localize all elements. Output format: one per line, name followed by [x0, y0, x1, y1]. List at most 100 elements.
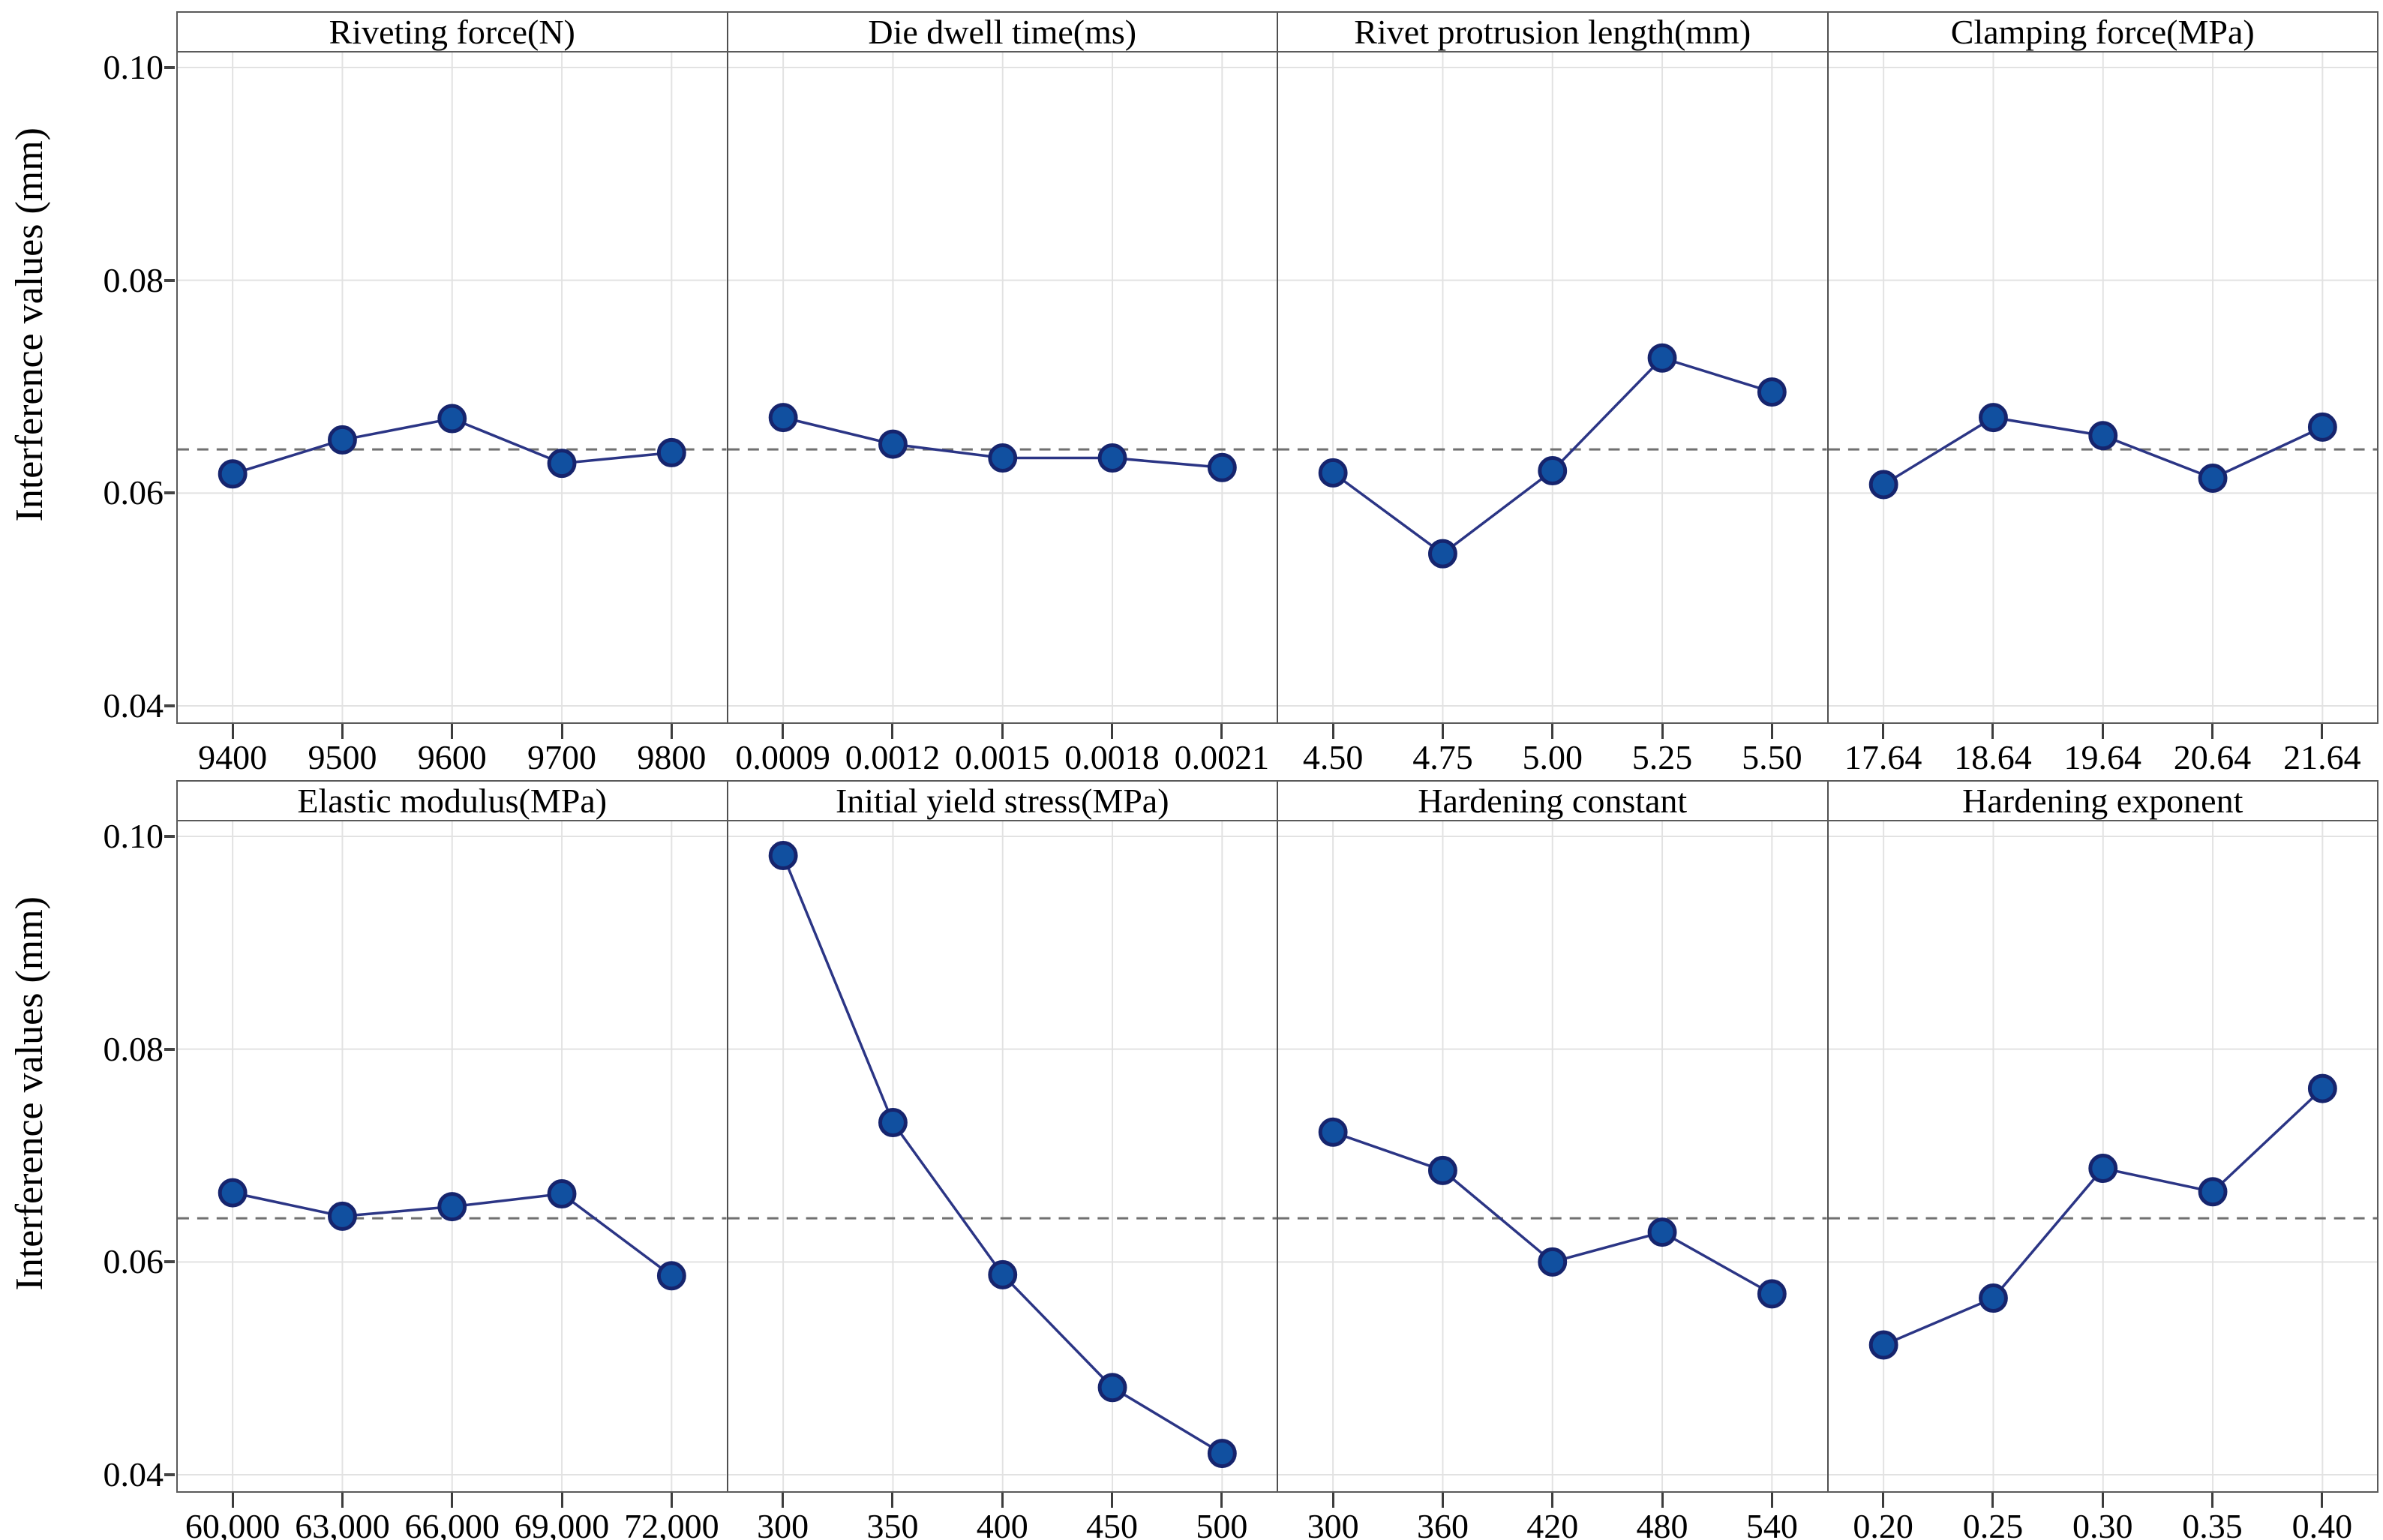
- x-tick-label: 0.40: [2291, 1507, 2353, 1540]
- panel-row-1: Riveting force(N) Die dwell time(ms) Riv…: [176, 11, 2378, 724]
- panel-title-clamping-force: Clamping force(MPa): [1828, 13, 2377, 51]
- data-point: [1428, 539, 1457, 569]
- x-tick-label: 19.64: [2063, 738, 2142, 776]
- y-tick-mark: [164, 704, 175, 707]
- y-tick-label: 0.04: [103, 1455, 164, 1493]
- data-point: [547, 449, 577, 479]
- x-tick-mark: [782, 1493, 785, 1508]
- x-tick-mark: [2101, 724, 2104, 739]
- y-tick-label: 0.08: [103, 261, 164, 299]
- x-tick-label: 9500: [308, 738, 377, 776]
- x-tick-mark: [782, 724, 785, 739]
- x-tick-label: 360: [1416, 1507, 1469, 1540]
- data-point: [437, 1192, 467, 1222]
- y-tick-mark: [164, 1473, 175, 1476]
- x-tick-mark: [1551, 1493, 1554, 1508]
- panel-riveting-force: [178, 53, 728, 722]
- data-point: [1647, 1217, 1677, 1247]
- data-point: [1207, 1439, 1237, 1469]
- x-tick-label: 9400: [198, 738, 268, 776]
- x-tick-label: 4.75: [1412, 738, 1473, 776]
- data-point: [2087, 1154, 2117, 1184]
- x-tick-mark: [1551, 724, 1554, 739]
- x-tick-label: 21.64: [2283, 738, 2361, 776]
- data-point: [2087, 421, 2117, 451]
- x-tick-mark: [341, 724, 344, 739]
- data-point: [328, 425, 357, 455]
- x-tick-mark: [2321, 1493, 2324, 1508]
- x-tick-mark: [2321, 724, 2324, 739]
- data-point: [437, 404, 467, 434]
- x-tick-label: 0.0009: [735, 738, 830, 776]
- y-tick-label: 0.10: [103, 48, 164, 86]
- x-tick-label: 60,000: [185, 1507, 281, 1540]
- x-tick-mark: [1770, 1493, 1773, 1508]
- x-tick-label: 0.25: [1962, 1507, 2024, 1540]
- x-tick-label: 18.64: [1954, 738, 2032, 776]
- x-tick-mark: [1991, 724, 1994, 739]
- x-tick-mark: [1111, 724, 1114, 739]
- x-tick-mark: [1882, 724, 1885, 739]
- y-axis-title-row1: Interference values (mm): [8, 128, 51, 522]
- x-tick-mark: [1661, 1493, 1664, 1508]
- x-tick-mark: [1331, 724, 1334, 739]
- x-tick-mark: [451, 1493, 454, 1508]
- x-tick-label: 5.50: [1742, 738, 1802, 776]
- panel-elastic-modulus: [178, 821, 728, 1491]
- panel-title-initial-yield-stress: Initial yield stress(MPa): [728, 782, 1278, 820]
- x-tick-label: 350: [866, 1507, 919, 1540]
- x-tick-mark: [231, 724, 234, 739]
- x-tick-label: 480: [1636, 1507, 1688, 1540]
- panel-header-strip-row1: Riveting force(N) Die dwell time(ms) Riv…: [178, 13, 2377, 53]
- data-point: [2307, 1073, 2337, 1103]
- data-point: [1978, 1283, 2008, 1313]
- x-tick-mark: [1661, 724, 1664, 739]
- x-tick-label: 0.35: [2182, 1507, 2243, 1540]
- x-tick-label: 0.0015: [955, 738, 1050, 776]
- panel-clamping-force: [1828, 53, 2377, 722]
- x-tick-label: 300: [1307, 1507, 1359, 1540]
- x-tick-label: 0.30: [2072, 1507, 2133, 1540]
- x-tick-mark: [1001, 724, 1004, 739]
- panel-title-rivet-protrusion: Rivet protrusion length(mm): [1278, 13, 1829, 51]
- data-point: [218, 459, 248, 489]
- x-tick-label: 9600: [417, 738, 487, 776]
- data-point: [1757, 1279, 1787, 1309]
- x-tick-mark: [1220, 724, 1223, 739]
- x-tick-label: 69,000: [514, 1507, 610, 1540]
- data-point: [1207, 452, 1237, 482]
- data-point: [1868, 470, 1898, 500]
- y-tick-label: 0.04: [103, 686, 164, 725]
- x-tick-label: 540: [1745, 1507, 1798, 1540]
- x-tick-mark: [670, 724, 673, 739]
- panel-title-riveting-force: Riveting force(N): [178, 13, 728, 51]
- y-tick-label: 0.10: [103, 817, 164, 855]
- y-tick-mark: [164, 1047, 175, 1051]
- plot-area-row2: [178, 821, 2377, 1491]
- data-point: [768, 403, 798, 433]
- x-tick-label: 0.0021: [1174, 738, 1270, 776]
- x-tick-mark: [1770, 724, 1773, 739]
- x-tick-label: 450: [1086, 1507, 1139, 1540]
- y-tick-label: 0.06: [103, 1242, 164, 1280]
- plot-area-row1: [178, 53, 2377, 722]
- y-axis-title-row2: Interference values (mm): [8, 896, 51, 1291]
- y-tick-label: 0.06: [103, 473, 164, 512]
- x-tick-label: 420: [1526, 1507, 1579, 1540]
- x-tick-label: 0.0012: [845, 738, 941, 776]
- panel-title-die-dwell-time: Die dwell time(ms): [728, 13, 1278, 51]
- x-axis-labels-row2: 60,000 63,000 66,000 69,000 72,000 300 350 400 4…: [178, 1493, 2378, 1540]
- panel-row-2: Elastic modulus(MPa) Initial yield stres…: [176, 780, 2378, 1493]
- data-point: [878, 1108, 908, 1138]
- data-point: [547, 1179, 577, 1209]
- data-point: [328, 1201, 357, 1231]
- x-tick-mark: [1441, 724, 1444, 739]
- x-tick-label: 66,000: [404, 1507, 500, 1540]
- x-tick-mark: [2211, 1493, 2214, 1508]
- data-point: [1097, 443, 1127, 473]
- data-point: [218, 1178, 248, 1208]
- y-tick-mark: [164, 491, 175, 495]
- data-point: [1647, 343, 1677, 373]
- y-tick-mark: [164, 278, 175, 282]
- panel-hardening-constant: [1278, 821, 1829, 1491]
